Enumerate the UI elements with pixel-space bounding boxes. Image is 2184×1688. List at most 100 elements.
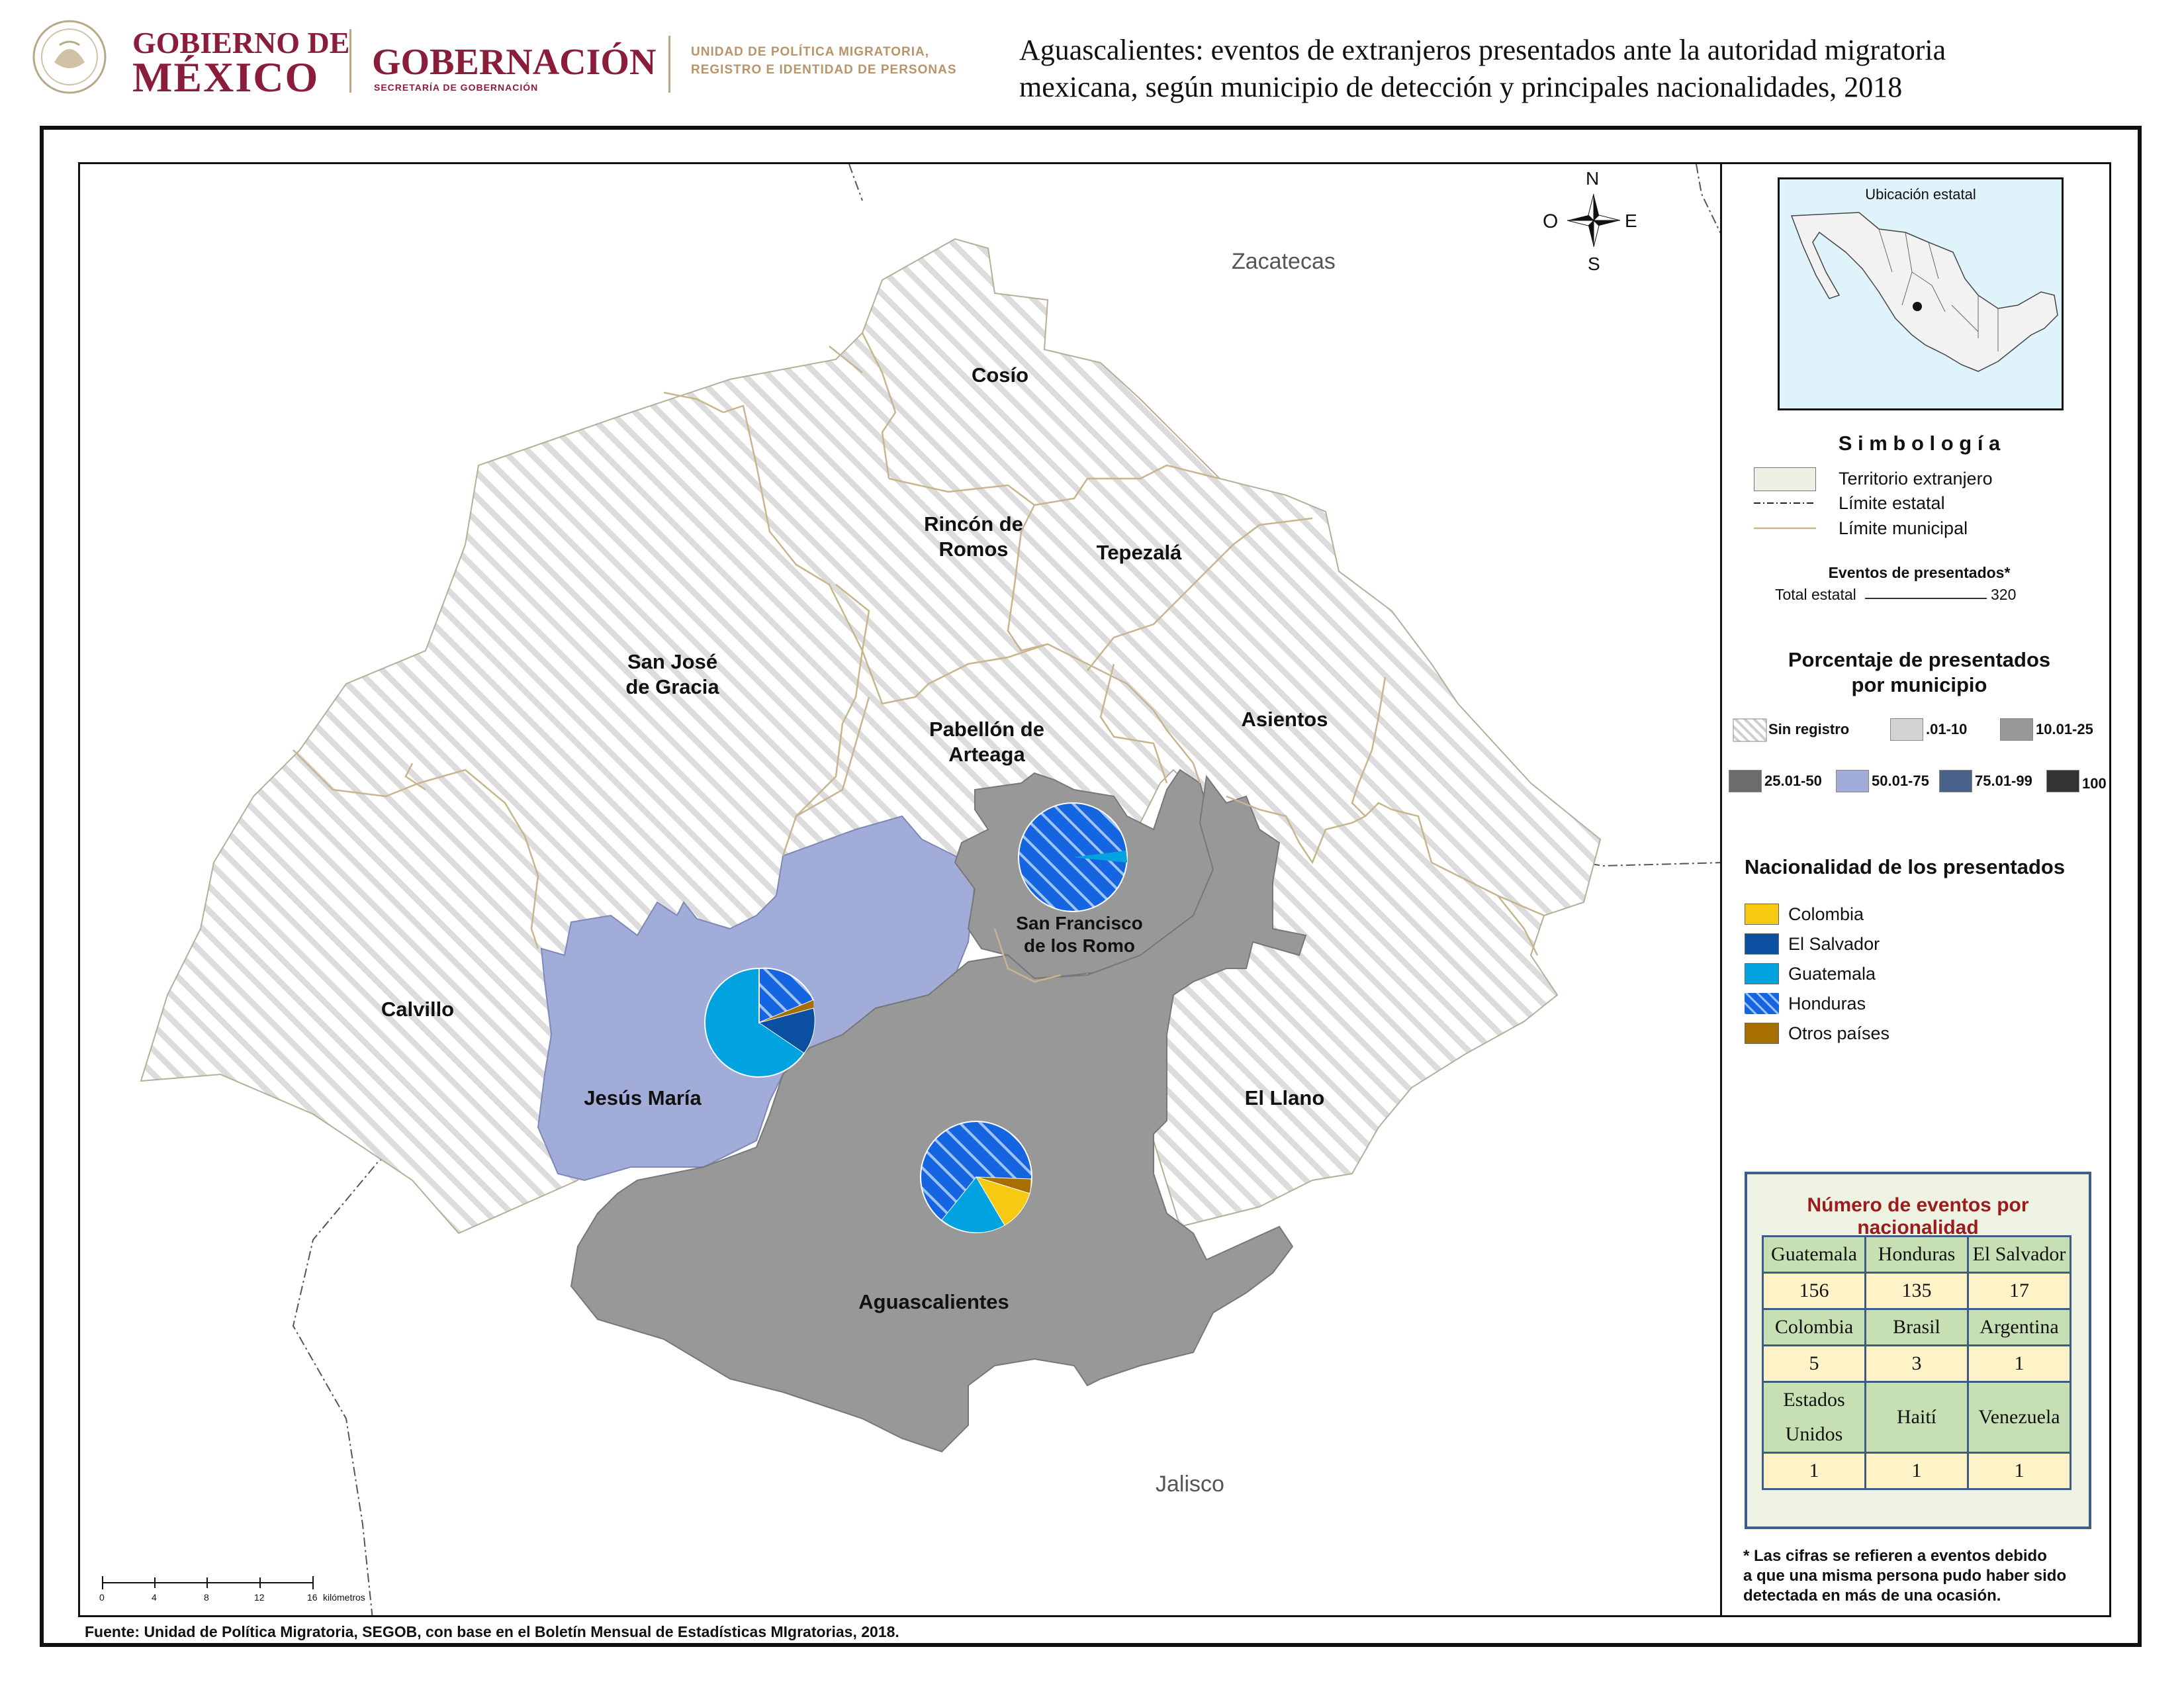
inset-title: Ubicación estatal: [1865, 186, 1976, 203]
nat-label-honduras: Honduras: [1788, 994, 1866, 1013]
pct-label-100: 100: [2082, 775, 2107, 792]
header: GOBIERNO DE MÉXICO GOBERNACIÓN SECRETARÍ…: [0, 0, 2184, 116]
counts-value-cell: 1: [1762, 1452, 1866, 1490]
counts-header-cell: Brasil: [1864, 1308, 1969, 1346]
counts-table: Guatemala Honduras El Salvador 156 135 1…: [1762, 1235, 2071, 1490]
pie-jesus-maria: [704, 967, 815, 1078]
scale-tick-4: 4: [152, 1592, 157, 1603]
municipality-aguascalientes: [570, 774, 1307, 1453]
source-note: Fuente: Unidad de Política Migratoria, S…: [85, 1623, 899, 1640]
ministry-subtitle: SECRETARÍA DE GOBERNACIÓN: [374, 82, 539, 93]
scale-tick-16: 16: [307, 1592, 318, 1603]
limite-estatal-label: Límite estatal: [1839, 493, 1945, 513]
pct-title: Porcentaje de presentados por municipio: [1788, 648, 2051, 696]
ministry-name: GOBERNACIÓN: [372, 42, 657, 83]
compass-west-label: O: [1543, 211, 1559, 232]
nat-swatch-guatemala: [1745, 963, 1779, 984]
unit-name-line1: UNIDAD DE POLÍTICA MIGRATORIA,: [691, 45, 930, 59]
counts-value-cell: 17: [1967, 1272, 2071, 1310]
counts-value-cell: 3: [1864, 1344, 1969, 1383]
compass-east-label: E: [1625, 211, 1637, 231]
region-label-zacatecas: Zacatecas: [1232, 249, 1336, 274]
scale-bar: [102, 1576, 314, 1589]
nat-label-otros: Otros países: [1788, 1023, 1890, 1043]
scale-tick-8: 8: [204, 1592, 209, 1603]
pct-swatch-75-99: [1939, 770, 1972, 792]
label-el-llano: El Llano: [1244, 1086, 1325, 1109]
pct-label-50-75: 50.01-75: [1872, 773, 1929, 789]
nat-swatch-honduras: [1745, 993, 1779, 1014]
label-aguascalientes: Aguascalientes: [858, 1290, 1009, 1313]
pct-swatch-sin-registro: [1733, 718, 1767, 742]
nat-label-el-salvador: El Salvador: [1788, 934, 1880, 954]
scale-tick-12: 12: [254, 1592, 265, 1603]
unit-name-line2: REGISTRO E IDENTIDAD DE PERSONAS: [691, 63, 957, 77]
boundary-symbols: [1754, 502, 1816, 530]
compass-north-label: N: [1586, 168, 1600, 189]
counts-header-cell: Honduras: [1864, 1235, 1969, 1274]
inset-mexico-icon: [1790, 212, 2058, 372]
limite-municipal-label: Límite municipal: [1839, 518, 1968, 538]
counts-value-cell: 1: [1967, 1344, 2071, 1383]
label-asientos: Asientos: [1241, 708, 1328, 731]
pct-label-sin-registro: Sin registro: [1768, 721, 1850, 737]
pie-aguascalientes: [920, 1121, 1032, 1233]
nat-swatch-colombia: [1745, 904, 1779, 925]
compass-south-label: S: [1588, 254, 1600, 274]
header-divider: [349, 29, 351, 93]
counts-header-cell: Venezuela: [1967, 1381, 2071, 1454]
territorio-swatch: [1754, 467, 1816, 491]
label-jesus-maria: Jesús María: [584, 1086, 702, 1109]
pct-swatch-25-50: [1729, 770, 1762, 792]
map-panel: N S E O Zacatecas Jalisco Cosío Rincón d…: [78, 162, 1722, 1617]
gov-name-line1: GOBIERNO DE: [132, 26, 350, 60]
map-svg: [102, 164, 1720, 1615]
footnote: * Las cifras se refieren a eventos debid…: [1743, 1547, 2067, 1605]
label-san-jose-de-gracia: San José de Gracia: [625, 650, 719, 698]
pct-swatch-10-25: [2000, 718, 2033, 741]
pct-label-25-50: 25.01-50: [1764, 773, 1822, 789]
counts-value-cell: 1: [1967, 1452, 2071, 1490]
counts-value-cell: 5: [1762, 1344, 1866, 1383]
counts-header-cell: Argentina: [1967, 1308, 2071, 1346]
pct-label-10-25: 10.01-25: [2036, 721, 2093, 737]
nat-swatch-el-salvador: [1745, 933, 1779, 955]
pct-swatch-01-10: [1890, 718, 1923, 741]
label-cosio: Cosío: [971, 363, 1029, 387]
inset-map: Ubicación estatal: [1778, 177, 2064, 410]
map-title-line1: Aguascalientes: eventos de extranjeros p…: [1019, 34, 1946, 66]
territorio-label: Territorio extranjero: [1839, 469, 1993, 489]
simbologia-title: S i m b o l o g í a: [1838, 432, 2001, 455]
outer-frame: [40, 126, 2142, 1647]
counts-value-cell: 1: [1864, 1452, 1969, 1490]
nat-label-colombia: Colombia: [1788, 904, 1864, 924]
label-pabellon-de-arteaga: Pabellón de Arteaga: [929, 718, 1044, 766]
pct-label-75-99: 75.01-99: [1975, 773, 2032, 789]
header-divider-2: [668, 36, 670, 93]
total-label: Total estatal: [1775, 586, 1856, 603]
nat-label-guatemala: Guatemala: [1788, 964, 1876, 984]
pct-label-01-10: .01-10: [1926, 721, 1968, 737]
pct-swatch-50-75: [1836, 770, 1869, 792]
region-label-jalisco: Jalisco: [1156, 1472, 1224, 1497]
label-rincon-de-romos: Rincón de Romos: [924, 512, 1023, 561]
counts-title: Número de eventos por nacionalidad: [1807, 1194, 2029, 1239]
label-tepezala: Tepezalá: [1096, 541, 1182, 564]
scale-tick-0: 0: [99, 1592, 105, 1603]
counts-value-cell: 135: [1864, 1272, 1969, 1310]
nat-swatch-otros: [1745, 1023, 1779, 1044]
total-line: [1865, 598, 1987, 599]
label-calvillo: Calvillo: [381, 998, 455, 1021]
nationality-title: Nacionalidad de los presentados: [1745, 855, 2066, 878]
counts-header-cell: Estados Unidos: [1762, 1381, 1866, 1454]
total-value: 320: [1991, 586, 2017, 603]
map-title-line2: mexicana, según municipio de detección y…: [1019, 71, 1903, 103]
pct-swatch-100: [2046, 770, 2079, 792]
counts-box: Número de eventos por nacionalidad Guate…: [1745, 1172, 2091, 1529]
compass-icon: [1567, 193, 1621, 248]
pie-san-francisco-de-los-romo: [1018, 802, 1128, 912]
counts-header-cell: Colombia: [1762, 1308, 1866, 1346]
coat-of-arms-icon: [32, 20, 107, 94]
map-title: Aguascalientes: eventos de extranjeros p…: [1019, 32, 2171, 106]
label-san-francisco-de-los-romo: San Francisco de los Romo: [1016, 913, 1143, 956]
